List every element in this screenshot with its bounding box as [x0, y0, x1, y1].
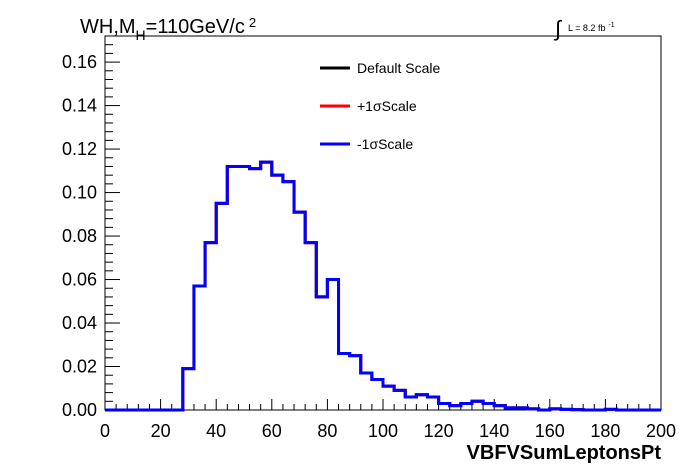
x-tick-label: 140 — [479, 421, 509, 441]
x-tick-label: 100 — [368, 421, 398, 441]
series-group — [105, 160, 661, 412]
y-axis: 0.00 0.02 0.04 0.06 0.08 0.10 0.12 0.14 0.16 — [62, 35, 120, 420]
legend-label: Default Scale — [357, 60, 440, 76]
y-tick-label: 0.16 — [62, 52, 97, 72]
legend: Default Scale +1σScale -1σScale — [320, 60, 440, 152]
y-tick-label: 0.00 — [62, 400, 97, 420]
luminosity-label: L = 8.2 fb -1 — [568, 22, 615, 33]
legend-label: -1σScale — [357, 136, 413, 152]
x-tick-label: 80 — [317, 421, 337, 441]
x-tick-label: 40 — [206, 421, 226, 441]
y-tick-label: 0.14 — [62, 96, 97, 116]
x-tick-label: 120 — [424, 421, 454, 441]
y-tick-label: 0.02 — [62, 357, 97, 377]
integral-symbol: ∫ — [553, 16, 563, 41]
x-tick-label: 200 — [646, 421, 676, 441]
series-line-0 — [105, 160, 661, 412]
series-line-2 — [105, 160, 661, 412]
y-tick-label: 0.08 — [62, 226, 97, 246]
x-tick-label: 0 — [100, 421, 110, 441]
x-tick-label: 20 — [151, 421, 171, 441]
x-tick-label: 160 — [535, 421, 565, 441]
legend-label: +1σScale — [357, 98, 417, 114]
series-line-1 — [105, 160, 661, 412]
y-tick-label: 0.04 — [62, 313, 97, 333]
x-axis: 0 20 40 60 80 100 120 140 160 180 200 — [100, 399, 676, 441]
y-tick-label: 0.10 — [62, 183, 97, 203]
x-axis-label: VBFVSumLeptonsPt — [467, 442, 662, 464]
chart-title: WH,MH=110GeV/c 2 — [80, 15, 256, 43]
plot-frame — [104, 35, 662, 411]
y-tick-label: 0.12 — [62, 139, 97, 159]
x-tick-label: 180 — [590, 421, 620, 441]
x-tick-label: 60 — [262, 421, 282, 441]
y-tick-label: 0.06 — [62, 270, 97, 290]
